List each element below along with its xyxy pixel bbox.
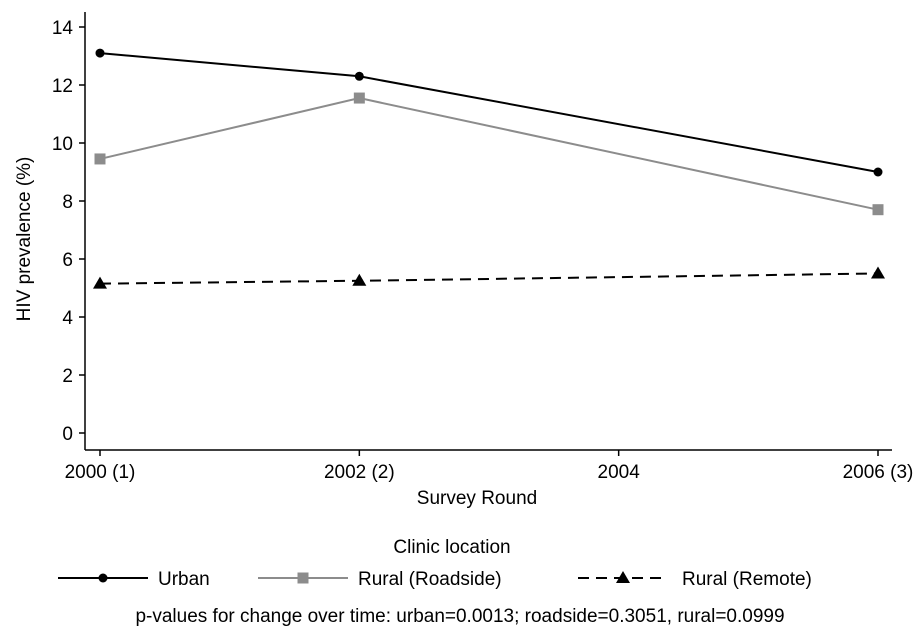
legend-item: Urban bbox=[58, 569, 210, 590]
legend-label: Urban bbox=[158, 569, 210, 590]
series-line bbox=[99, 97, 879, 211]
y-tick-label: 10 bbox=[52, 134, 73, 155]
data-point bbox=[872, 204, 884, 216]
data-point bbox=[354, 71, 364, 81]
y-tick-label: 14 bbox=[52, 18, 74, 39]
legend-label: Rural (Roadside) bbox=[358, 569, 502, 590]
legend-item: Rural (Remote) bbox=[578, 569, 812, 590]
data-point bbox=[93, 276, 107, 289]
series-0 bbox=[95, 48, 883, 177]
series-line bbox=[99, 272, 879, 285]
data-point bbox=[873, 167, 883, 177]
series-layer bbox=[93, 48, 885, 289]
axes bbox=[84, 12, 892, 451]
legend-title: Clinic location bbox=[393, 537, 510, 558]
y-tick-label: 4 bbox=[62, 308, 73, 329]
series-2 bbox=[93, 266, 885, 289]
legend-label: Rural (Remote) bbox=[682, 569, 812, 590]
data-point bbox=[353, 92, 365, 104]
p-values-note: p-values for change over time: urban=0.0… bbox=[135, 606, 784, 627]
data-point bbox=[95, 48, 105, 58]
data-point bbox=[94, 153, 106, 165]
data-point bbox=[352, 273, 367, 286]
y-tick-label: 0 bbox=[62, 424, 73, 445]
x-axis-title: Survey Round bbox=[417, 488, 537, 509]
y-tick-label: 2 bbox=[62, 366, 73, 387]
legend-item: Rural (Roadside) bbox=[258, 569, 502, 590]
x-tick-label: 2000 (1) bbox=[65, 462, 136, 483]
y-tick-label: 12 bbox=[52, 76, 73, 97]
legend-swatch-marker bbox=[297, 572, 309, 584]
legend-swatch-marker bbox=[98, 573, 108, 583]
x-tick-label: 2002 (2) bbox=[324, 462, 395, 483]
x-tick-label: 2006 (3) bbox=[843, 462, 914, 483]
ticks: 0 2 4 6 8 10 12 14 2000 (1) 2002 (2) 2004 2006 (3) bbox=[52, 18, 914, 483]
y-tick-label: 8 bbox=[62, 192, 73, 213]
series-line bbox=[99, 52, 879, 173]
series-1 bbox=[94, 92, 884, 216]
x-tick-label: 2004 bbox=[598, 462, 641, 483]
legend-swatch-marker bbox=[616, 571, 630, 583]
data-point bbox=[871, 266, 885, 279]
y-axis-title: HIV prevalence (%) bbox=[14, 157, 35, 322]
y-tick-label: 6 bbox=[62, 250, 73, 271]
legend: Urban Rural (Roadside) Rural (Remote) bbox=[58, 569, 812, 590]
